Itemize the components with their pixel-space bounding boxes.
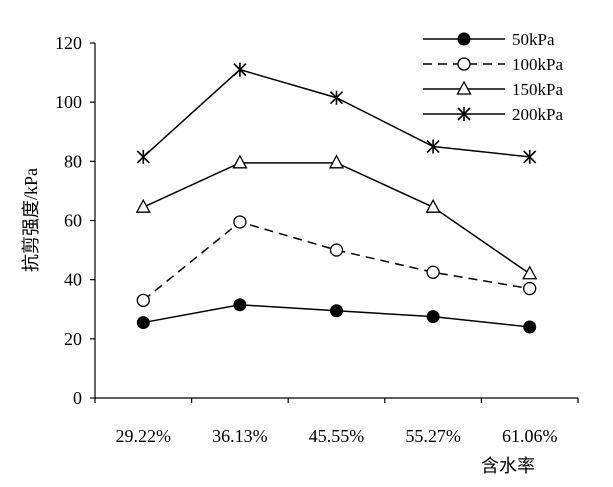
legend-marker-1: [457, 57, 471, 71]
series-0-point-4: [523, 320, 537, 334]
series-2-point-0-shape: [135, 198, 151, 213]
y-axis-title: 抗剪强度/kPa: [21, 168, 41, 272]
series-1-point-0: [136, 293, 150, 308]
series-2-point-1-shape: [232, 154, 248, 169]
series-1-point-4-shape: [523, 281, 537, 296]
series-2-point-2-shape: [328, 154, 345, 169]
series-0-point-1: [233, 298, 247, 312]
series-0-point-2: [330, 304, 343, 318]
x-axis-title: 含水率: [481, 456, 535, 476]
legend-label-3: 200kPa: [512, 105, 563, 124]
series-1-point-2-shape: [329, 243, 344, 257]
series-1-point-1-shape: [233, 215, 247, 229]
series-1-point-2: [329, 243, 344, 257]
y-tick-label-5: 100: [55, 92, 82, 112]
legend-marker-0: [457, 32, 471, 46]
series-3-point-1: [233, 62, 247, 77]
series-2-point-1: [232, 154, 248, 169]
series-0-point-2-shape: [330, 304, 343, 318]
plot-lines: [135, 62, 538, 334]
y-tick-label-3: 60: [64, 211, 82, 231]
series-2-point-3: [425, 198, 441, 213]
series-0-point-0: [136, 316, 150, 330]
series-0-point-3: [426, 310, 440, 324]
y-tick-label-1: 20: [64, 329, 82, 349]
legend-marker-1-shape: [457, 57, 471, 71]
series-3-point-2: [329, 90, 344, 105]
series-0-point-0-shape: [136, 316, 150, 330]
series-2-point-0: [135, 198, 151, 213]
y-tick-label-0: 0: [73, 388, 82, 408]
x-tick-label-1: 36.13%: [212, 426, 268, 446]
series-0-point-4-shape: [523, 320, 537, 334]
legend-label-1: 100kPa: [512, 55, 563, 74]
axes: 0 20 40 60 80 100 120 29.22% 36.13% 45.55% 55.27% 6…: [55, 33, 579, 446]
legend: 50kPa 100kPa 150kPa 200kPa: [423, 30, 563, 124]
series-3-point-4: [523, 149, 537, 164]
legend-marker-3: [457, 107, 471, 121]
legend-marker-0-shape: [457, 32, 471, 46]
y-tick-label-6: 120: [55, 33, 82, 53]
legend-label-2: 150kPa: [512, 80, 563, 99]
series-3-point-0: [136, 149, 150, 164]
series-3-point-3: [426, 139, 440, 154]
series-2-point-4: [522, 265, 538, 280]
series-line-2: [142, 162, 531, 275]
legend-label-0: 50kPa: [512, 30, 555, 49]
x-tick-label-0: 29.22%: [116, 426, 172, 446]
series-2-point-3-shape: [425, 198, 441, 213]
series-1-point-0-shape: [136, 293, 150, 308]
y-tick-label-2: 40: [64, 270, 82, 290]
series-1-point-1: [233, 215, 247, 229]
series-1-point-3-shape: [426, 265, 440, 279]
series-0-point-1-shape: [233, 298, 247, 312]
series-0-point-3-shape: [426, 310, 440, 324]
legend-marker-2: [456, 80, 472, 95]
y-tick-label-4: 80: [64, 151, 82, 171]
x-tick-label-2: 45.55%: [309, 426, 365, 446]
series-1-point-3: [426, 265, 440, 279]
x-tick-label-3: 55.27%: [405, 426, 461, 446]
x-tick-label-4: 61.06%: [502, 426, 558, 446]
series-2-point-2: [328, 154, 345, 169]
legend-marker-2-shape: [456, 80, 472, 95]
series-2-point-4-shape: [522, 265, 538, 280]
series-1-point-4: [523, 281, 537, 296]
